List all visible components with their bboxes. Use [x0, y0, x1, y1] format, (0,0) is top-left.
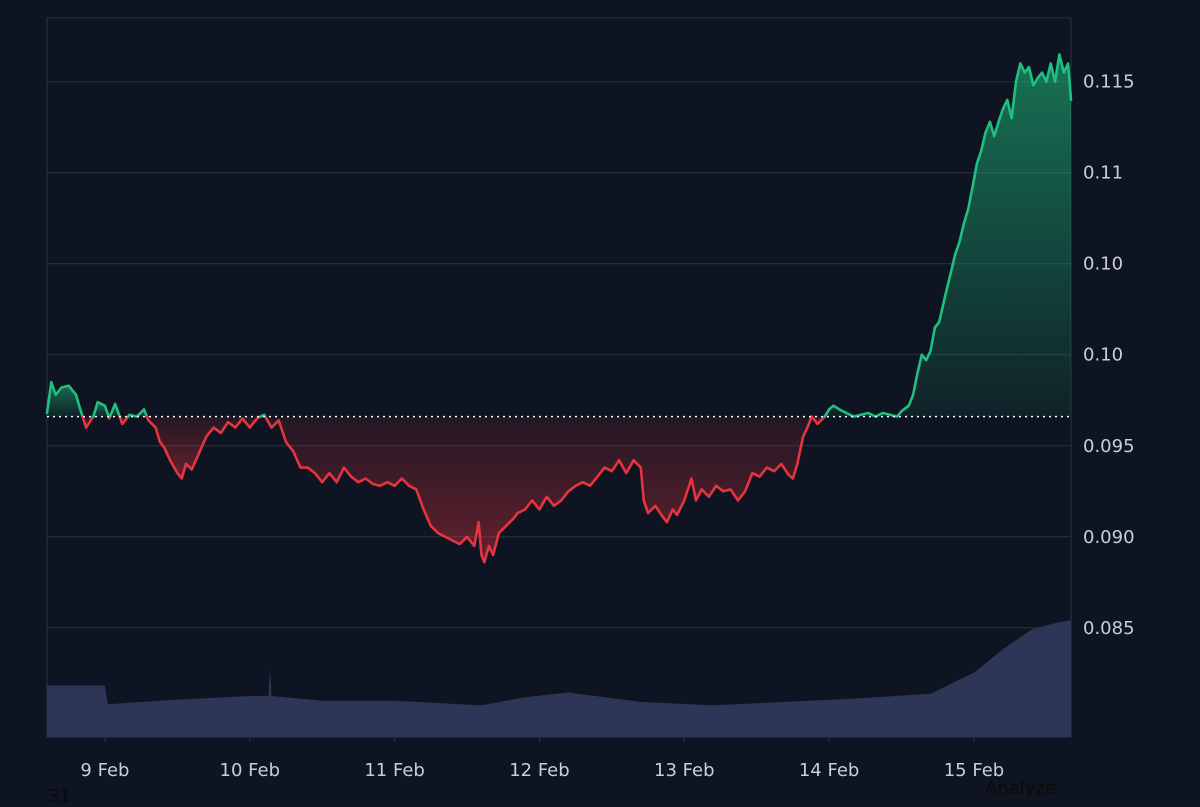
footer-left-text: 31 — [48, 786, 71, 807]
volume-bars — [47, 620, 1071, 737]
y-tick-label: 0.11 — [1083, 163, 1123, 184]
analyze-link[interactable]: Analyze — [985, 778, 1056, 799]
x-tick-label: 10 Feb — [220, 760, 281, 781]
axes: 0.115 0.11 0.10 0.10 0.095 0.090 0.085 9 Feb 10 … — [80, 72, 1134, 781]
volume-area — [47, 620, 1071, 737]
y-tick-label: 0.10 — [1083, 345, 1123, 366]
series-line-down — [264, 415, 813, 564]
series-line-down — [145, 415, 262, 480]
y-tick-label: 0.085 — [1083, 618, 1135, 639]
y-tick-label: 0.115 — [1083, 72, 1135, 93]
y-tick-label: 0.090 — [1083, 527, 1135, 548]
area-below-baseline — [265, 416, 812, 563]
series-line-up — [823, 53, 1073, 418]
series-line-up — [92, 400, 110, 418]
series-line-down — [810, 415, 827, 426]
x-tick-label: 11 Feb — [364, 760, 425, 781]
price-line — [45, 53, 1073, 564]
x-tick-label: 14 Feb — [799, 760, 860, 781]
x-tick-label: 9 Feb — [80, 760, 129, 781]
series-line-up — [126, 408, 149, 418]
x-tick-label: 15 Feb — [944, 760, 1005, 781]
x-tick-label: 12 Feb — [509, 760, 570, 781]
price-area — [47, 54, 1071, 563]
y-tick-label: 0.095 — [1083, 436, 1135, 457]
series-line-up — [108, 402, 121, 418]
area-above-baseline — [47, 382, 83, 417]
x-tick-label: 13 Feb — [654, 760, 715, 781]
y-tick-label: 0.10 — [1083, 254, 1123, 275]
area-below-baseline — [146, 416, 261, 479]
area-above-baseline — [824, 54, 1071, 417]
series-line-down — [81, 415, 95, 429]
series-line-up — [45, 380, 84, 418]
series-line-down — [118, 415, 130, 426]
